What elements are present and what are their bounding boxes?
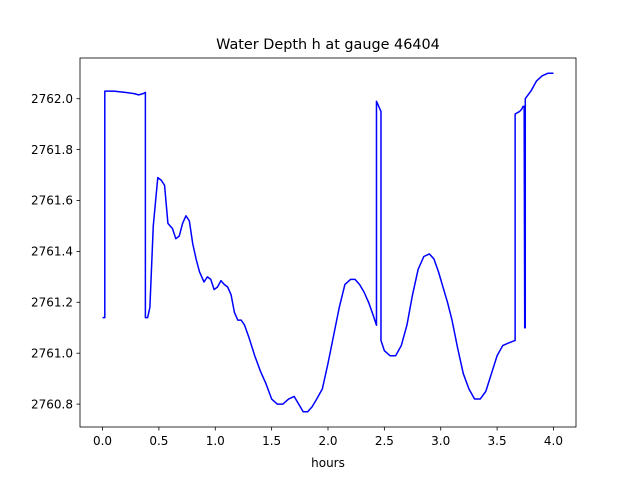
x-tick-label: 0.5 xyxy=(149,434,168,448)
plot-area xyxy=(102,72,554,413)
y-tick-label: 2761.8 xyxy=(31,143,73,157)
y-tick-label: 2761.6 xyxy=(31,194,73,208)
x-tick-label: 3.5 xyxy=(488,434,507,448)
x-tick-label: 2.0 xyxy=(318,434,337,448)
x-tick-label: 0.0 xyxy=(93,434,112,448)
x-tick-label: 1.5 xyxy=(262,434,281,448)
y-tick-label: 2761.2 xyxy=(31,296,73,310)
x-tick-label: 1.0 xyxy=(206,434,225,448)
series-line-water-depth xyxy=(102,72,554,413)
x-tick-label: 2.5 xyxy=(375,434,394,448)
chart-title: Water Depth h at gauge 46404 xyxy=(216,37,440,53)
x-axis-ticks: 0.0 0.5 1.0 1.5 2.0 2.5 3.0 3.5 4.0 xyxy=(93,427,563,448)
y-tick-label: 2761.4 xyxy=(31,245,73,259)
x-axis-label: hours xyxy=(311,456,345,470)
x-tick-label: 4.0 xyxy=(544,434,563,448)
y-axis-ticks: 2760.8 2761.0 2761.2 2761.4 2761.6 2761.8 2762… xyxy=(31,92,80,411)
y-tick-label: 2762.0 xyxy=(31,92,73,106)
y-tick-label: 2760.8 xyxy=(31,397,73,411)
y-tick-label: 2761.0 xyxy=(31,346,73,360)
x-tick-label: 3.0 xyxy=(431,434,450,448)
